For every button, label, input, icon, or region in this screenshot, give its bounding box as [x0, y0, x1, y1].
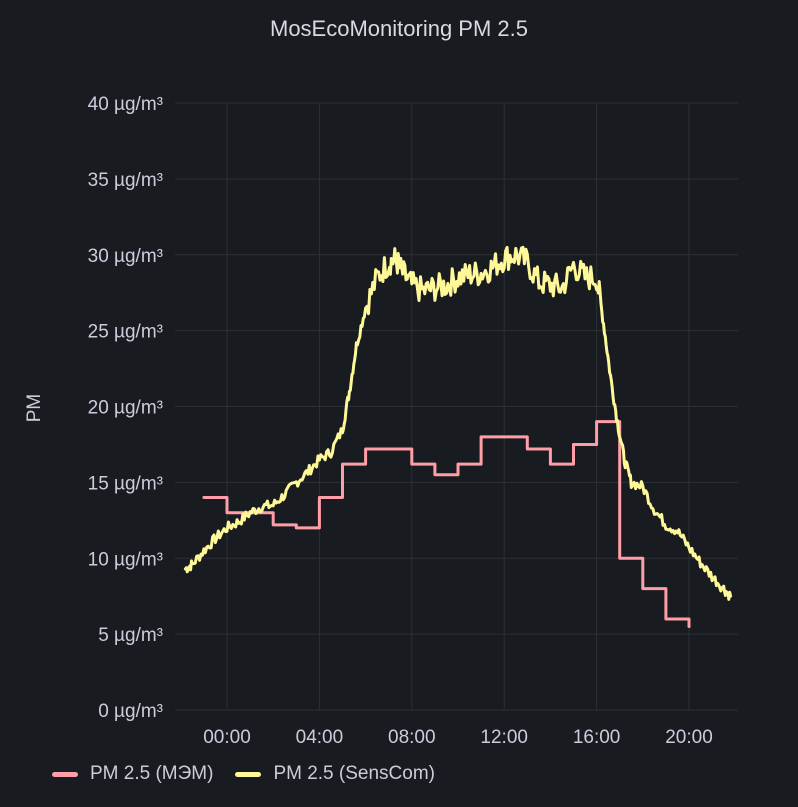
x-tick-label: 08:00 [388, 727, 436, 748]
series-line-mem[interactable] [202, 420, 691, 629]
x-tick-label: 20:00 [665, 727, 713, 748]
x-axis: 00:00 04:00 08:00 12:00 16:00 20:00 [203, 727, 713, 748]
panel-title[interactable]: MosEcoMonitoring PM 2.5 [270, 16, 528, 41]
y-axis: 0 µg/m³ 5 µg/m³ 10 µg/m³ 15 µg/m³ 20 µg/m³ 25… [88, 94, 163, 722]
y-tick-label: 15 µg/m³ [88, 473, 163, 494]
y-axis-label: PM [24, 394, 45, 423]
y-tick-label: 35 µg/m³ [88, 170, 163, 191]
series-lines[interactable] [183, 245, 733, 629]
y-tick-label: 40 µg/m³ [88, 94, 163, 115]
x-tick-label: 00:00 [203, 727, 251, 748]
y-tick-label: 0 µg/m³ [98, 701, 163, 722]
legend: PM 2.5 (МЭМ) PM 2.5 (SensCom) [52, 760, 435, 788]
series-line-senscom[interactable] [183, 245, 733, 601]
x-tick-label: 04:00 [296, 727, 344, 748]
y-tick-label: 25 µg/m³ [88, 322, 163, 343]
legend-label-senscom: PM 2.5 (SensCom) [273, 763, 435, 784]
legend-item-mem[interactable]: PM 2.5 (МЭМ) [52, 763, 213, 785]
x-tick-label: 16:00 [573, 727, 621, 748]
legend-label-mem: PM 2.5 (МЭМ) [90, 763, 214, 784]
x-tick-label: 12:00 [480, 727, 528, 748]
y-tick-label: 30 µg/m³ [88, 246, 163, 267]
legend-item-senscom[interactable]: PM 2.5 (SensCom) [235, 763, 435, 785]
y-tick-label: 20 µg/m³ [88, 398, 163, 419]
y-tick-label: 5 µg/m³ [98, 625, 163, 646]
grid-lines [175, 102, 738, 711]
legend-swatch-senscom [235, 771, 262, 777]
legend-swatch-mem [52, 771, 78, 777]
y-tick-label: 10 µg/m³ [88, 549, 163, 570]
